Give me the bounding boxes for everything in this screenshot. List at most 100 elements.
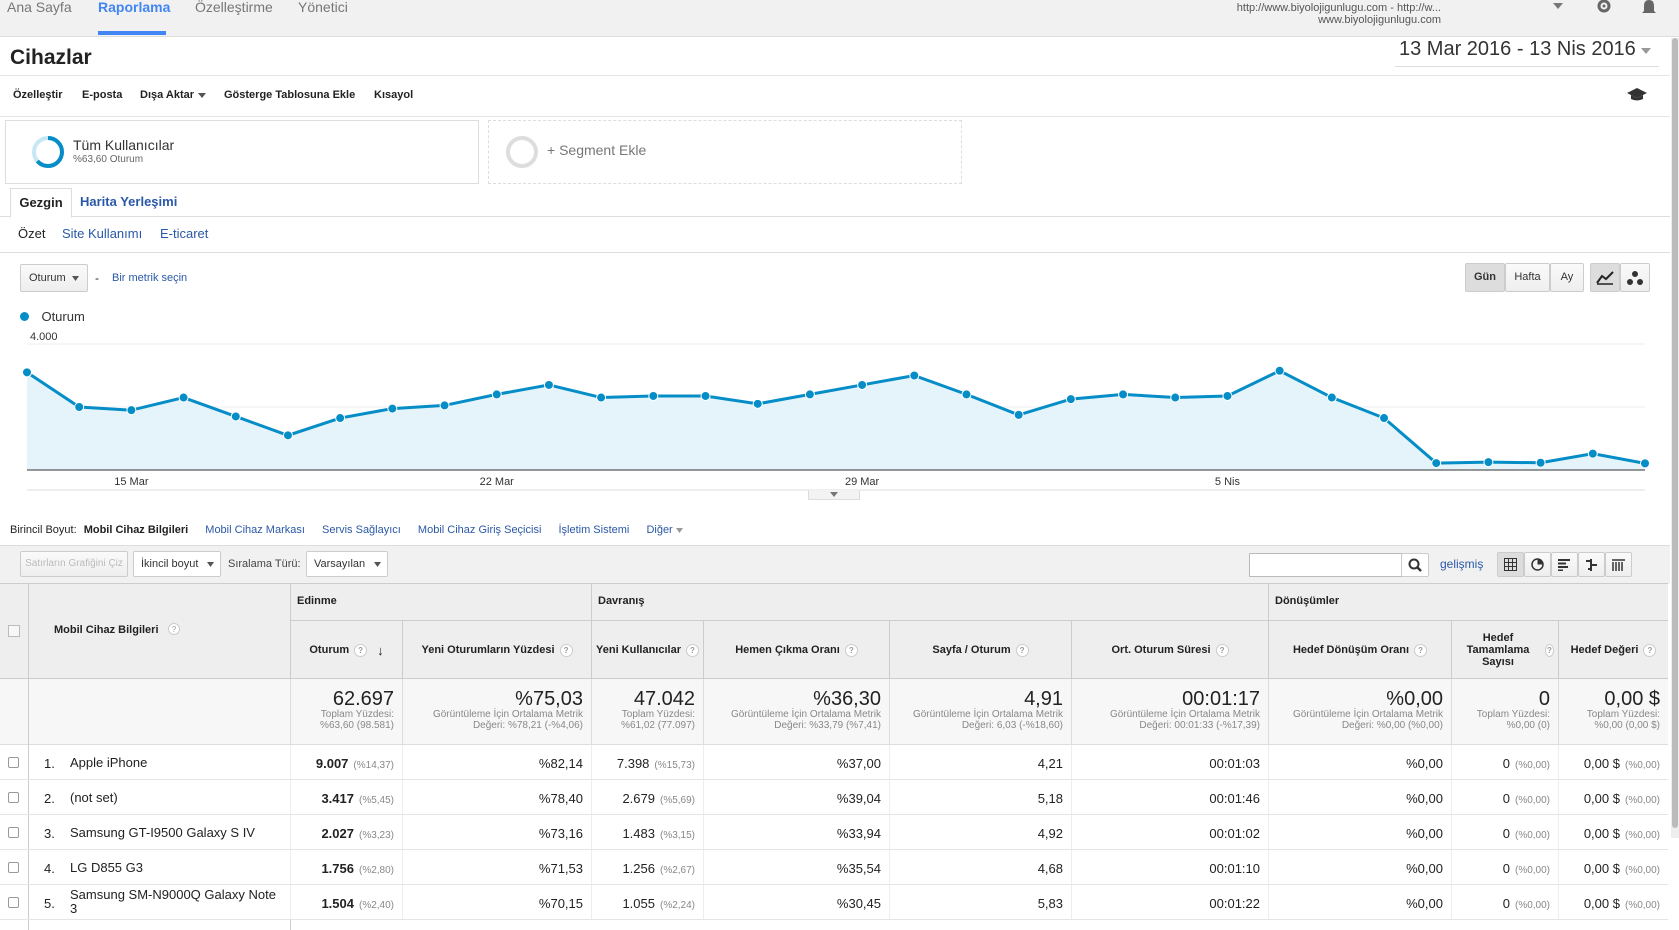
property-dropdown-icon[interactable] — [1553, 3, 1563, 11]
add-segment-button[interactable]: + Segment Ekle — [488, 120, 962, 184]
metric-cell: %33,94 — [703, 815, 889, 849]
gear-icon[interactable] — [1596, 0, 1612, 14]
help-icon[interactable]: ? — [1215, 643, 1229, 657]
add-dashboard-button[interactable]: Gösterge Tablosuna Ekle — [224, 89, 356, 101]
help-icon[interactable]: ? — [844, 643, 858, 657]
metric-column-header[interactable]: Hedef Dönüşüm Oranı? — [1268, 621, 1451, 679]
dimension-operating-system[interactable]: İşletim Sistemi — [558, 524, 630, 536]
total-cell: 62.697 Toplam Yüzdesi: %63,60 (98.581) — [290, 679, 402, 745]
help-icon[interactable]: ? — [1544, 643, 1554, 657]
granularity-day-button[interactable]: Gün — [1465, 263, 1505, 292]
tab-explorer[interactable]: Gezgin — [10, 188, 72, 218]
customize-button[interactable]: Özelleştir — [13, 89, 63, 101]
motion-chart-button[interactable] — [1620, 263, 1650, 292]
bell-icon[interactable] — [1641, 0, 1657, 16]
metric-cell: %0,00 — [1268, 815, 1451, 849]
line-chart-button[interactable] — [1590, 263, 1620, 292]
table-search-button[interactable] — [1401, 553, 1429, 577]
metric-column-header[interactable]: Ort. Oturum Süresi? — [1071, 621, 1268, 679]
help-icon[interactable]: ? — [1414, 643, 1428, 657]
scrollbar[interactable] — [1671, 38, 1679, 838]
nav-tab-reporting[interactable]: Raporlama — [98, 0, 171, 15]
metric-value: 0,00 $ — [1583, 826, 1620, 841]
help-icon[interactable]: ? — [685, 643, 699, 657]
device-name[interactable]: Samsung GT-I9500 Galaxy S IV — [70, 825, 255, 840]
device-name[interactable]: Samsung SM-N9000Q Galaxy Note 3 — [70, 887, 276, 916]
shortcut-button[interactable]: Kısayol — [374, 89, 414, 101]
nav-tab-customization[interactable]: Özelleştirme — [195, 0, 273, 15]
pick-metric-link[interactable]: Bir metrik seçin — [112, 272, 188, 284]
metric-value: 5,18 — [1037, 791, 1063, 806]
metric-column-header[interactable]: Yeni Kullanıcılar? — [591, 621, 703, 679]
advanced-filter-link[interactable]: gelişmiş — [1440, 557, 1484, 571]
metric-column-header[interactable]: Hedef Tamamlama Sayısı? — [1451, 621, 1558, 679]
sort-descending-icon[interactable]: ↓ — [377, 642, 384, 658]
subtab-site-usage[interactable]: Site Kullanımı — [62, 226, 143, 241]
help-icon[interactable]: ? — [1643, 643, 1657, 657]
device-name[interactable]: Apple iPhone — [70, 755, 148, 770]
scrollbar-thumb[interactable] — [1672, 38, 1678, 828]
granularity-week-button[interactable]: Hafta — [1505, 263, 1550, 292]
help-icon[interactable]: ? — [168, 623, 180, 635]
total-cell: 47.042 Toplam Yüzdesi: %61,02 (77.097) — [591, 679, 703, 745]
metric-column-header[interactable]: Hedef Değeri? — [1558, 621, 1668, 679]
row-checkbox[interactable] — [8, 792, 19, 803]
view-pivot-button[interactable] — [1605, 552, 1632, 577]
sort-type-select[interactable]: Varsayılan — [306, 551, 388, 577]
dimension-device-brand[interactable]: Mobil Cihaz Markası — [205, 524, 305, 536]
row-checkbox[interactable] — [8, 862, 19, 873]
metric-value: 00:01:22 — [1209, 896, 1260, 911]
metric-value: 3.417 — [321, 791, 354, 806]
email-button[interactable]: E-posta — [82, 89, 123, 101]
dimension-column-header[interactable]: Mobil Cihaz Bilgileri — [54, 624, 159, 636]
row-checkbox[interactable] — [8, 757, 19, 768]
metric-value: %37,00 — [836, 756, 881, 771]
metric-selector[interactable]: Oturum — [20, 264, 88, 292]
metric-cell: %78,40 — [402, 780, 591, 814]
subtab-summary[interactable]: Özet — [18, 226, 46, 241]
secondary-dimension-select[interactable]: İkincil boyut — [133, 551, 221, 577]
total-subtext: Görüntüleme İçin Ortalama Metrik — [1292, 709, 1443, 720]
date-range-picker[interactable]: 13 Mar 2016 - 13 Nis 2016 — [1395, 38, 1659, 67]
device-name[interactable]: LG D855 G3 — [70, 860, 143, 875]
table-search-input[interactable] — [1249, 553, 1403, 577]
plot-rows-button[interactable]: Satırların Grafiğini Çiz — [20, 551, 128, 577]
nav-tab-admin[interactable]: Yönetici — [298, 0, 348, 15]
help-icon[interactable]: ? — [1015, 643, 1029, 657]
chart-resize-handle[interactable] — [808, 490, 860, 500]
metric-value: 0 — [1502, 826, 1510, 841]
select-all-checkbox[interactable] — [8, 625, 20, 637]
bubble-chart-icon — [1627, 271, 1643, 285]
dimension-input-selector[interactable]: Mobil Cihaz Giriş Seçicisi — [417, 524, 542, 536]
view-pie-button[interactable] — [1524, 552, 1551, 577]
metric-column-header[interactable]: Sayfa / Oturum? — [889, 621, 1071, 679]
row-checkbox[interactable] — [8, 897, 19, 908]
help-icon[interactable]: ? — [354, 643, 368, 657]
dimension-other[interactable]: Diğer — [646, 524, 673, 536]
help-icon[interactable]: ? — [559, 643, 573, 657]
column-group-header: Edinme — [290, 583, 591, 621]
data-point — [1222, 390, 1233, 401]
total-value: 00:01:17 — [1182, 688, 1260, 710]
metric-column-header[interactable]: Hemen Çıkma Oranı? — [703, 621, 889, 679]
nav-tab-home[interactable]: Ana Sayfa — [7, 0, 72, 15]
subtab-ecommerce[interactable]: E-ticaret — [160, 226, 209, 241]
view-comparison-button[interactable] — [1578, 552, 1605, 577]
dimension-service-provider[interactable]: Servis Sağlayıcı — [321, 524, 401, 536]
graduation-cap-icon[interactable] — [1626, 86, 1648, 102]
property-line-2: www.biyolojigunlugu.com — [1318, 14, 1441, 26]
metric-cell: 3.417 (%5,45) — [290, 780, 402, 814]
export-button[interactable]: Dışa Aktar — [140, 89, 195, 101]
view-data-button[interactable] — [1497, 552, 1524, 577]
tab-map-overlay[interactable]: Harita Yerleşimi — [80, 194, 178, 209]
metric-column-header[interactable]: Yeni Oturumların Yüzdesi? — [402, 621, 591, 679]
row-checkbox[interactable] — [8, 827, 19, 838]
device-name[interactable]: (not set) — [70, 790, 118, 805]
y-tick-label: 4.000 — [30, 331, 58, 343]
view-performance-button[interactable] — [1551, 552, 1578, 577]
granularity-month-button[interactable]: Ay — [1550, 263, 1584, 292]
metric-column-header[interactable]: Oturum? ↓ — [290, 621, 402, 679]
property-selector[interactable]: http://www.biyolojigunlugu.com - http://… — [1161, 2, 1441, 26]
segment-all-users[interactable]: Tüm Kullanıcılar %63,60 Oturum — [5, 120, 479, 184]
metric-cell: 00:01:02 — [1071, 815, 1268, 849]
